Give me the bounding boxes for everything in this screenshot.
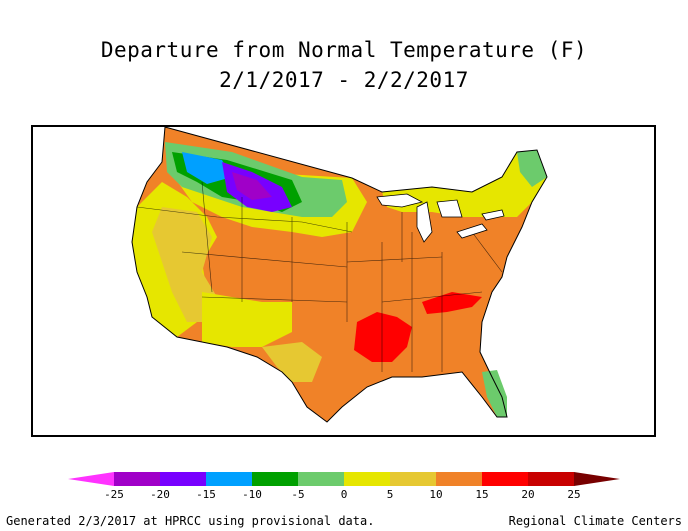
legend-bin-4 [206,472,252,486]
legend-tick-label: 0 [341,488,348,501]
legend-bin-11 [528,472,574,486]
great-basin-5-to-10-region [152,207,217,322]
legend-bin-1 [68,472,114,486]
legend-bin-6 [298,472,344,486]
legend-tick-label: 15 [475,488,488,501]
legend-bin-9 [436,472,482,486]
legend-bin-3 [160,472,206,486]
legend-bin-7 [344,472,390,486]
montana-minus15-to-minus10-region [182,152,232,184]
great-lakes-0-to-5-region [382,150,547,217]
montana-minus25-to-minus20-region [232,172,272,200]
conus-outline [131,127,548,423]
state-boundaries [136,181,503,372]
maine-minus5-to-0-region [517,150,547,187]
legend-bin-2 [114,472,160,486]
legend-tick-label: -5 [291,488,304,501]
west-texas-5-to-10-region [262,342,322,382]
great-lakes [376,193,505,243]
legend-bin-8 [390,472,436,486]
legend-bin-12 [574,472,620,486]
color-scale-legend: -25 -20 -15 -10 -5 0 5 10 15 20 25 [68,472,620,501]
map-date-range: 2/1/2017 - 2/2/2017 [219,68,469,92]
data-source-note: Generated 2/3/2017 at HPRCC using provis… [6,514,375,528]
map-frame [31,125,656,437]
southwest-0-to-5-region [202,292,292,347]
southeast-15-to-20-region [422,292,482,314]
south-central-15-to-20-region [354,312,412,362]
florida-minus5-to-0-region [482,370,507,417]
legend-tick-label: -15 [196,488,216,501]
legend-tick-label: 20 [521,488,534,501]
temperature-departure-map [131,127,548,423]
legend-tick-label: 5 [387,488,394,501]
legend-bin-10 [482,472,528,486]
legend-tick-label: 25 [567,488,580,501]
legend-tick-label: -10 [242,488,262,501]
map-title: Departure from Normal Temperature (F) [100,38,588,62]
attribution: Regional Climate Centers [508,514,682,528]
legend-tick-label: -25 [104,488,124,501]
legend-tick-label: 10 [429,488,442,501]
legend-tick-label: -20 [150,488,170,501]
legend-bin-5 [252,472,298,486]
